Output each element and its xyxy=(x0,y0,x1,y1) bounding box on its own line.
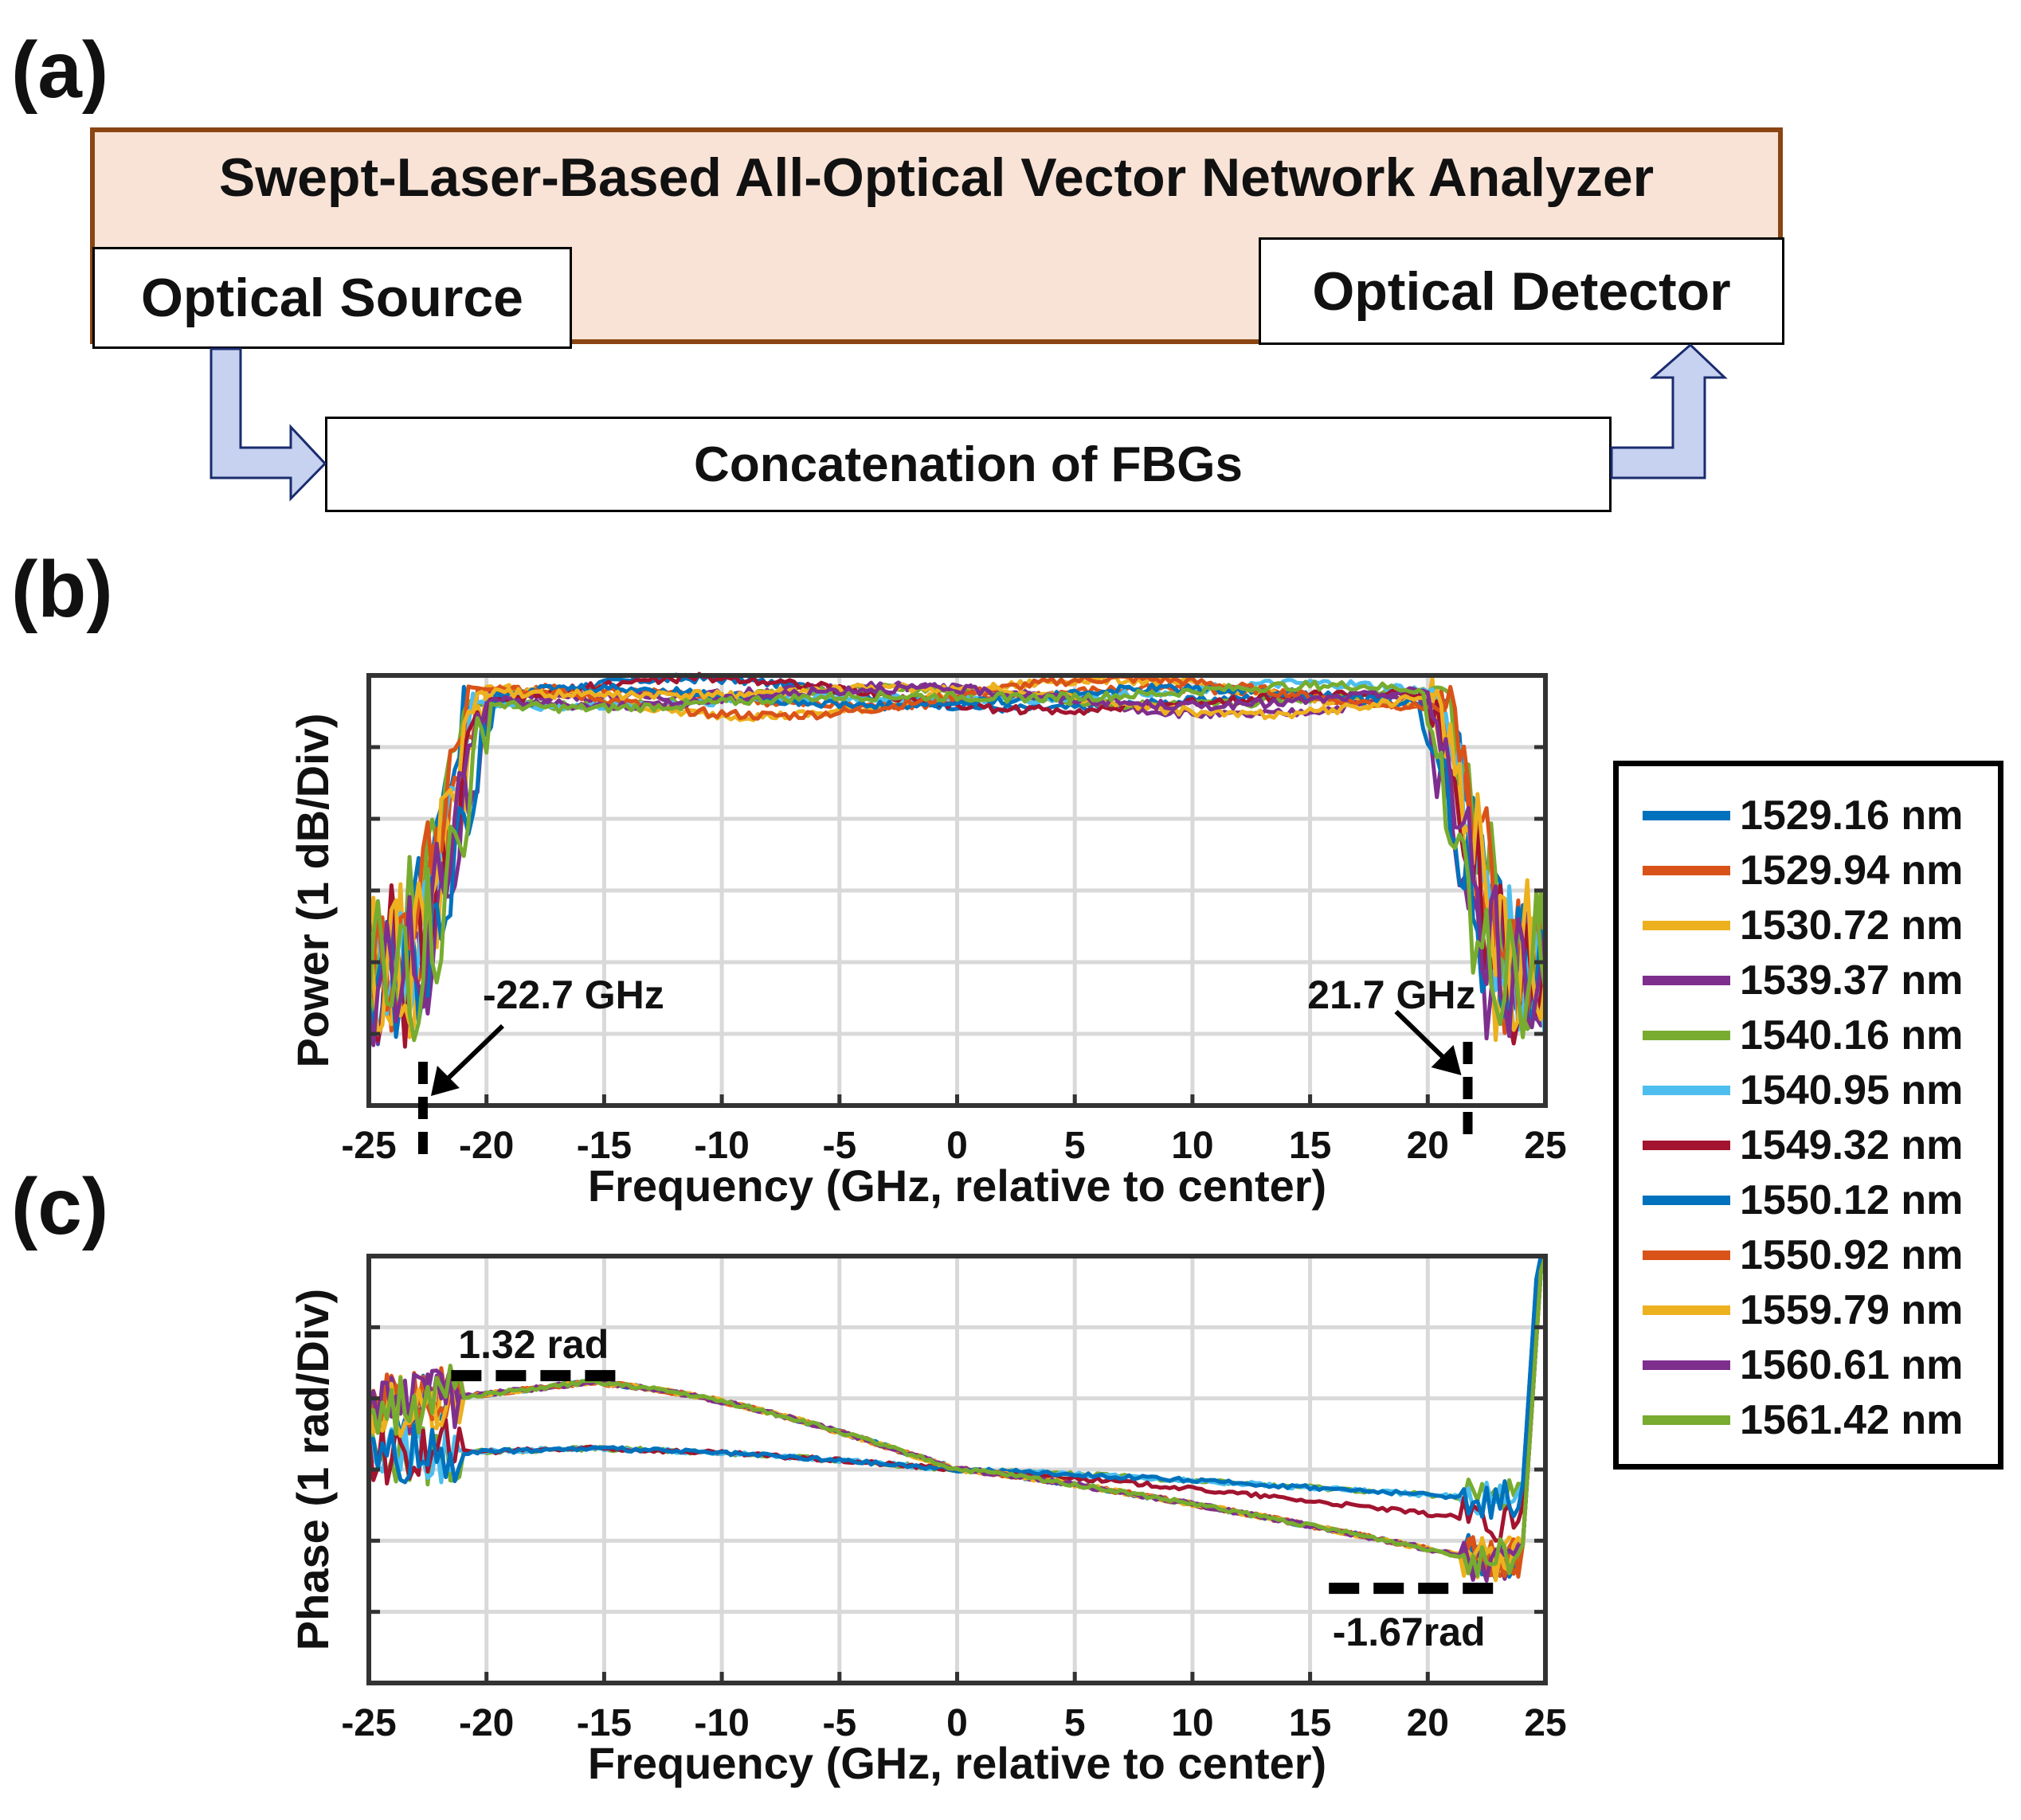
x-tick-label: 25 xyxy=(1524,1702,1566,1744)
legend-swatch xyxy=(1643,1086,1730,1095)
x-tick-label: 20 xyxy=(1407,1702,1449,1744)
x-tick-label: -10 xyxy=(694,1125,749,1167)
legend-item: 1550.92 nm xyxy=(1643,1231,1963,1279)
analyzer-title: Swept-Laser-Based All-Optical Vector Net… xyxy=(218,147,1655,208)
x-tick-label: -15 xyxy=(577,1125,632,1167)
panel-label-b: (b) xyxy=(11,545,113,634)
x-tick-label: 10 xyxy=(1171,1702,1213,1744)
arrow-source-to-fbg xyxy=(210,347,327,502)
legend-item: 1549.32 nm xyxy=(1643,1121,1963,1169)
x-tick-label: 10 xyxy=(1171,1125,1213,1167)
x-axis-label: Frequency (GHz, relative to center) xyxy=(588,1738,1326,1788)
x-tick-label: 20 xyxy=(1407,1125,1449,1167)
annotation-label: -22.7 GHz xyxy=(483,973,664,1017)
legend: 1529.16 nm 1529.94 nm 1530.72 nm 1539.37 nm… xyxy=(1613,761,2003,1470)
x-tick-label: -5 xyxy=(822,1125,856,1167)
legend-label: 1530.72 nm xyxy=(1740,902,1964,949)
x-tick-label: -5 xyxy=(822,1702,856,1744)
legend-label: 1549.32 nm xyxy=(1740,1122,1964,1168)
legend-swatch xyxy=(1643,1360,1730,1370)
legend-swatch xyxy=(1643,1141,1730,1150)
legend-item: 1561.42 nm xyxy=(1643,1396,1963,1444)
x-axis-label: Frequency (GHz, relative to center) xyxy=(588,1160,1326,1211)
x-tick-label: 0 xyxy=(946,1125,968,1167)
x-tick-label: -15 xyxy=(577,1702,632,1744)
legend-item: 1540.16 nm xyxy=(1643,1012,1963,1059)
y-axis-label: Phase (1 rad/Div) xyxy=(288,1289,338,1650)
legend-label: 1540.95 nm xyxy=(1740,1067,1964,1114)
x-tick-label: 15 xyxy=(1289,1125,1331,1167)
legend-item: 1530.72 nm xyxy=(1643,902,1963,949)
arrow-fbg-to-detector xyxy=(1610,342,1728,479)
x-tick-label: 15 xyxy=(1289,1702,1331,1744)
x-tick-label: 25 xyxy=(1524,1125,1566,1167)
legend-label: 1529.16 nm xyxy=(1740,793,1964,839)
annotation-label: 21.7 GHz xyxy=(1307,973,1475,1017)
annotation-label: -1.67rad xyxy=(1333,1610,1486,1654)
legend-item: 1560.61 nm xyxy=(1643,1341,1963,1389)
y-axis-label: Power (1 dB/Div) xyxy=(288,714,338,1068)
x-tick-label: -20 xyxy=(459,1125,514,1167)
legend-swatch xyxy=(1643,1196,1730,1205)
legend-label: 1540.16 nm xyxy=(1740,1012,1964,1059)
legend-swatch xyxy=(1643,811,1730,820)
legend-swatch xyxy=(1643,1031,1730,1040)
legend-item: 1540.95 nm xyxy=(1643,1067,1963,1114)
x-tick-label: 5 xyxy=(1064,1125,1086,1167)
legend-item: 1529.94 nm xyxy=(1643,847,1963,894)
panel-label-a: (a) xyxy=(11,25,109,115)
legend-swatch xyxy=(1643,866,1730,875)
legend-item: 1539.37 nm xyxy=(1643,957,1963,1004)
fbg-box: Concatenation of FBGs xyxy=(325,417,1612,512)
legend-swatch xyxy=(1643,921,1730,930)
legend-swatch xyxy=(1643,1251,1730,1260)
legend-swatch xyxy=(1643,1305,1730,1315)
x-tick-label: -25 xyxy=(341,1702,396,1744)
panel-label-c: (c) xyxy=(11,1162,109,1251)
annotation-label: 1.32 rad xyxy=(458,1322,609,1367)
legend-label: 1550.92 nm xyxy=(1740,1232,1964,1278)
x-tick-label: -10 xyxy=(694,1702,749,1744)
legend-label: 1560.61 nm xyxy=(1740,1342,1964,1388)
annotation-arrowhead xyxy=(1431,1045,1462,1075)
x-tick-label: -20 xyxy=(459,1702,514,1744)
annotation-arrowhead xyxy=(430,1066,460,1096)
x-tick-label: 0 xyxy=(946,1702,968,1744)
legend-swatch xyxy=(1643,976,1730,985)
x-tick-label: -25 xyxy=(341,1125,396,1167)
series-line xyxy=(369,1254,1545,1521)
legend-label: 1561.42 nm xyxy=(1740,1397,1964,1443)
legend-swatch xyxy=(1643,1415,1730,1425)
optical-detector-box: Optical Detector xyxy=(1259,237,1784,345)
legend-item: 1550.12 nm xyxy=(1643,1176,1963,1224)
optical-source-box: Optical Source xyxy=(92,247,572,349)
series-line xyxy=(367,1255,1548,1578)
legend-item: 1529.16 nm xyxy=(1643,792,1963,840)
x-tick-label: 5 xyxy=(1064,1702,1086,1744)
legend-label: 1550.12 nm xyxy=(1740,1177,1964,1223)
legend-item: 1559.79 nm xyxy=(1643,1286,1963,1334)
series-line xyxy=(366,679,1548,1043)
legend-label: 1539.37 nm xyxy=(1740,957,1964,1004)
legend-label: 1529.94 nm xyxy=(1740,847,1964,894)
legend-label: 1559.79 nm xyxy=(1740,1287,1964,1333)
diagram-arrows xyxy=(210,342,1728,502)
annotation-arrow xyxy=(438,1024,505,1088)
